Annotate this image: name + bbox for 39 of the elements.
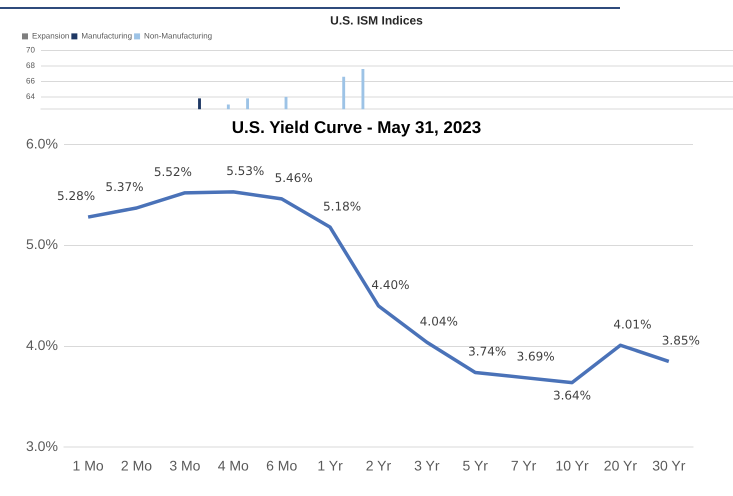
- data-label: 3.69%: [516, 350, 555, 364]
- y-tick-label: 70: [26, 46, 36, 55]
- data-label: 5.18%: [323, 199, 362, 214]
- data-label: 4.40%: [371, 278, 410, 292]
- x-tick-label: 2 Mo: [120, 457, 152, 474]
- data-label: 5.37%: [105, 180, 144, 194]
- data-label: 5.52%: [154, 164, 192, 179]
- x-tick-label: 20 Yr: [604, 457, 638, 474]
- y-tick-label: 68: [26, 61, 36, 70]
- chart-title: U.S. Yield Curve - May 31, 2023: [232, 118, 482, 137]
- y-tick-label: 5.0%: [26, 236, 58, 252]
- data-label: 5.28%: [57, 189, 96, 204]
- x-tick-label: 5 Yr: [462, 457, 488, 474]
- y-tick-label: 6.0%: [26, 135, 58, 152]
- x-tick-label: 3 Mo: [169, 457, 201, 474]
- data-label: 5.53%: [226, 164, 264, 178]
- data-label: 3.85%: [662, 334, 700, 348]
- data-label: 5.46%: [274, 171, 313, 186]
- x-tick-label: 1 Yr: [317, 457, 344, 474]
- data-label: 4.01%: [613, 317, 652, 332]
- y-tick-label: 4.0%: [26, 337, 58, 354]
- y-tick-label: 3.0%: [26, 438, 58, 454]
- data-label: 4.04%: [420, 314, 458, 328]
- legend-label: Non-Manufacturing: [144, 32, 212, 41]
- x-tick-label: 2 Yr: [366, 457, 392, 474]
- x-tick-label: 30 Yr: [652, 457, 686, 474]
- x-tick-label: 6 Mo: [266, 457, 298, 474]
- legend-label: Expansion: [32, 32, 70, 41]
- data-label: 3.64%: [552, 388, 592, 403]
- x-tick-label: 3 Yr: [414, 457, 440, 474]
- x-tick-label: 1 Mo: [72, 457, 104, 474]
- x-tick-label: 10 Yr: [555, 457, 589, 474]
- y-tick-label: 66: [26, 76, 36, 86]
- x-tick-label: 7 Yr: [510, 457, 537, 474]
- chart-title: U.S. ISM Indices: [330, 14, 424, 28]
- data-label: 3.74%: [468, 344, 506, 359]
- legend-label: Manufacturing: [81, 32, 132, 41]
- y-tick-label: 64: [26, 92, 36, 102]
- x-tick-label: 4 Mo: [218, 457, 250, 474]
